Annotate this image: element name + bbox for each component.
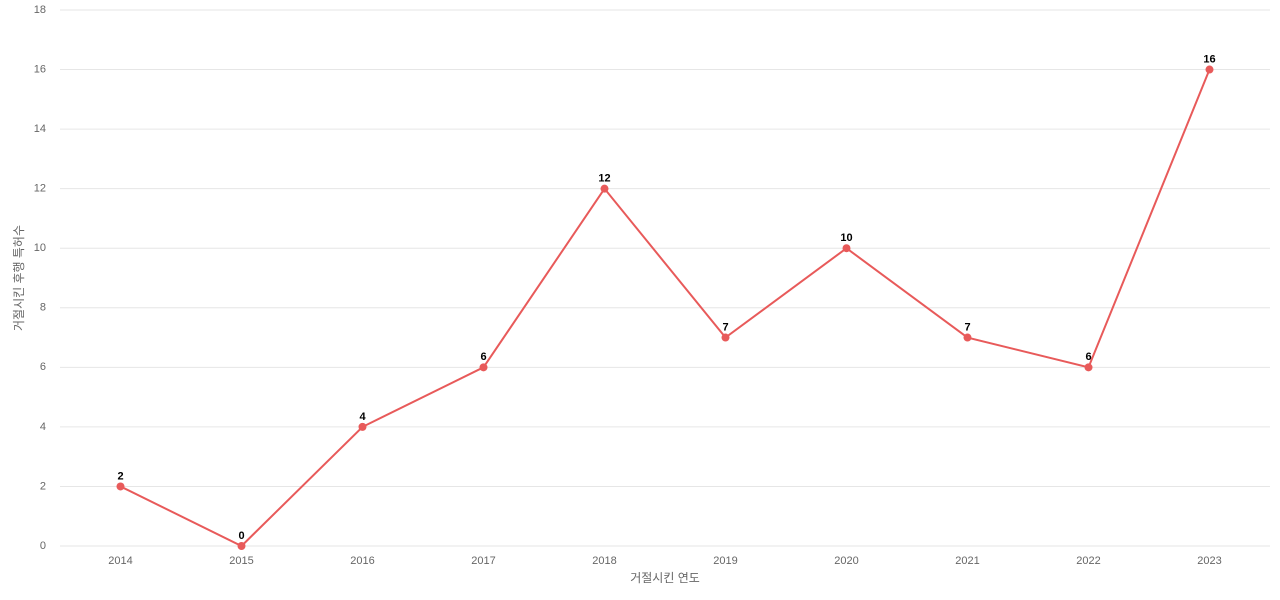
y-tick-label: 10 — [34, 242, 46, 254]
point — [1205, 65, 1214, 74]
x-tick-label: 2016 — [350, 555, 374, 567]
x-tick-label: 2015 — [229, 555, 253, 567]
y-tick-label: 6 — [40, 361, 46, 373]
data-label: 6 — [480, 351, 486, 363]
point — [237, 542, 246, 550]
x-tick-label: 2022 — [1076, 555, 1100, 567]
data-label: 0 — [238, 530, 244, 542]
y-tick-label: 14 — [34, 123, 46, 135]
point — [842, 244, 851, 253]
point — [963, 333, 972, 342]
data-label: 7 — [722, 321, 728, 333]
y-axis-label: 거절시킨 후행 특허수 — [11, 225, 26, 331]
data-label: 12 — [598, 173, 610, 185]
y-tick-label: 0 — [40, 540, 46, 552]
y-tick-label: 2 — [40, 480, 46, 492]
point — [479, 363, 488, 372]
x-tick-label: 2019 — [713, 555, 737, 567]
data-label: 2 — [117, 470, 123, 482]
point — [1084, 363, 1093, 372]
x-tick-label: 2014 — [108, 555, 132, 567]
y-tick-label: 4 — [40, 421, 46, 433]
point — [721, 333, 730, 342]
y-tick-label: 18 — [34, 4, 46, 16]
y-tick-label: 12 — [34, 183, 46, 195]
x-axis-label: 거절시킨 연도 — [630, 571, 700, 585]
data-label: 10 — [840, 232, 852, 244]
point — [600, 184, 609, 193]
y-tick-label: 8 — [40, 302, 46, 314]
data-label: 7 — [964, 321, 970, 333]
x-tick-label: 2023 — [1197, 555, 1221, 567]
x-tick-label: 2021 — [955, 555, 979, 567]
x-tick-label: 2020 — [834, 555, 858, 567]
x-tick-label: 2017 — [471, 555, 495, 567]
data-label: 16 — [1203, 53, 1215, 65]
data-label: 6 — [1085, 351, 1091, 363]
line — [120, 69, 1211, 548]
y-tick-label: 16 — [34, 63, 46, 75]
point — [116, 482, 125, 491]
x-tick-label: 2018 — [592, 555, 616, 567]
data-label: 4 — [359, 411, 366, 423]
point — [358, 422, 367, 431]
